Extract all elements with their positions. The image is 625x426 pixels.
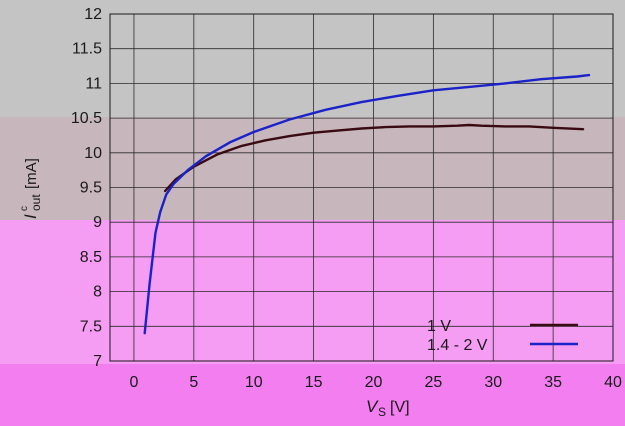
background-band-grey	[0, 0, 625, 117]
x-axis-label-symbol: V	[366, 397, 379, 416]
x-tick-label-2: 10	[245, 374, 263, 391]
y-tick-label-8: 11	[85, 75, 102, 92]
legend-label-series-1: 1 V	[427, 318, 451, 335]
y-axis-label-superscript: c	[19, 206, 30, 211]
y-tick-label-9: 11.5	[72, 41, 102, 58]
series-line-1	[163, 123, 585, 193]
x-tick-label-6: 30	[484, 374, 502, 391]
x-tick-label-3: 15	[305, 374, 323, 391]
y-axis-label-unit: [mA]	[23, 158, 40, 189]
x-axis-label: V S [V]	[366, 397, 410, 419]
y-tick-label-6: 10	[84, 145, 102, 162]
plot-border	[109, 13, 614, 362]
legend-label-series-2: 1.4 - 2 V	[427, 337, 488, 354]
x-axis-label-unit: [V]	[390, 399, 410, 416]
y-axis-label-symbol: I	[21, 214, 40, 219]
y-tick-label-10: 12	[84, 6, 102, 23]
y-tick-label-0: 7	[93, 353, 102, 370]
series-lines	[143, 73, 591, 335]
y-tick-label-4: 9	[93, 214, 102, 231]
y-tick-label-2: 8	[93, 284, 102, 301]
tick-labels: 0 5 10 15 20 25 30 35 40 7 7.5 8 8.5 9 9.5 10 10.5 11 11.5…	[71, 6, 622, 391]
y-tick-label-5: 9.5	[80, 180, 102, 197]
grid-lines	[110, 13, 614, 362]
y-axis-label: I out c [mA]	[19, 158, 43, 219]
background-band-mauve	[0, 117, 625, 220]
y-axis-label-subscript: out	[29, 194, 43, 211]
y-tick-label-3: 8.5	[80, 249, 102, 266]
plot-frame	[109, 13, 614, 362]
x-tick-label-0: 0	[129, 374, 138, 391]
x-axis-label-subscript: S	[378, 405, 386, 419]
y-tick-label-7: 10.5	[71, 110, 102, 127]
x-tick-label-7: 35	[544, 374, 562, 391]
x-tick-label-1: 5	[189, 374, 198, 391]
y-tick-label-1: 7.5	[80, 318, 102, 335]
background-band-hot-pink	[0, 364, 625, 426]
x-tick-label-5: 25	[424, 374, 442, 391]
x-tick-label-8: 40	[604, 374, 622, 391]
x-tick-label-4: 20	[365, 374, 383, 391]
legend: 1 V 1.4 - 2 V	[427, 318, 578, 354]
series-line-2	[143, 73, 591, 335]
